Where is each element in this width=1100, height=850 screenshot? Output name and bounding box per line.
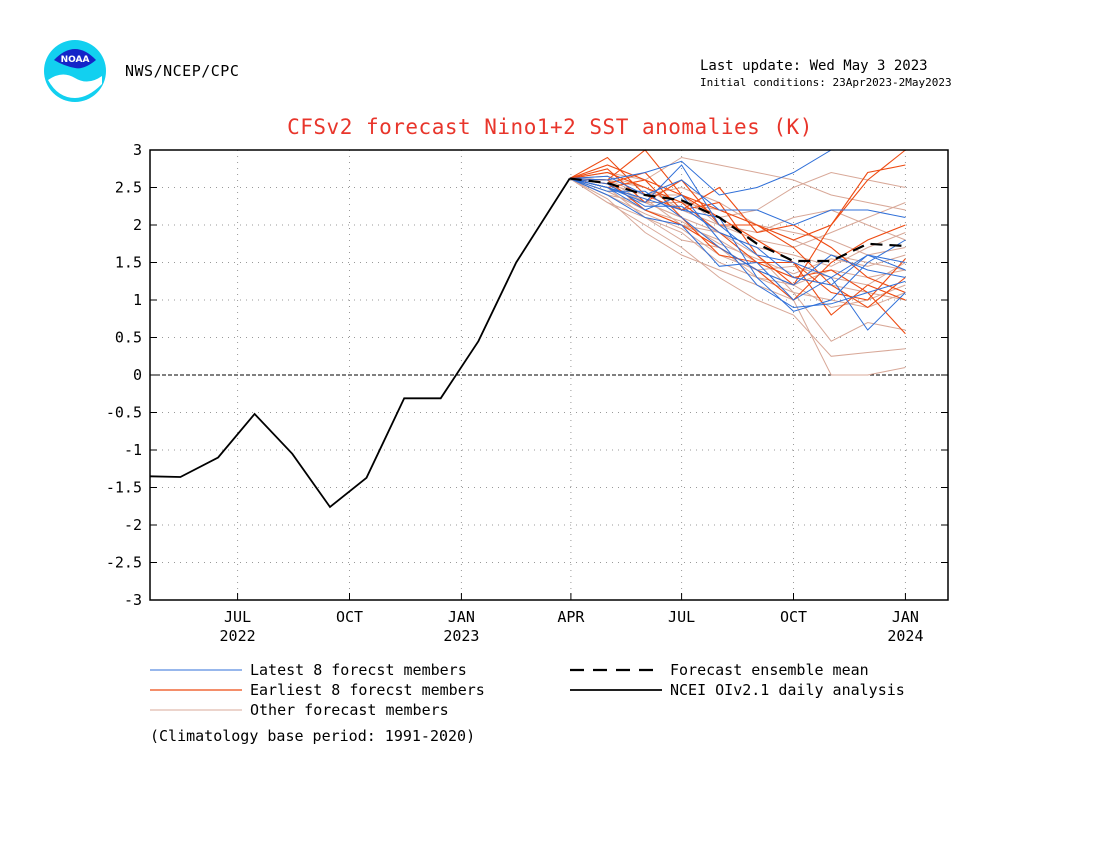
- org-label: NWS/NCEP/CPC: [125, 62, 240, 80]
- earliest-member-line: [569, 149, 906, 286]
- y-tick-label: 1: [133, 291, 142, 309]
- y-tick-label: -2: [124, 516, 142, 534]
- observed-series: [149, 178, 571, 509]
- latest-member-line: [569, 178, 906, 286]
- x-tick-month: JAN: [448, 608, 475, 626]
- y-tick-label: 1.5: [115, 254, 142, 272]
- y-tick-label: 0.5: [115, 329, 142, 347]
- y-tick-label: 2: [133, 216, 142, 234]
- latest-member-line: [569, 178, 906, 331]
- x-tick-month: JUL: [668, 608, 695, 626]
- x-tick-month: JAN: [892, 608, 919, 626]
- initial-conditions: Initial conditions: 23Apr2023-2May2023: [700, 76, 952, 89]
- other-member-line: [569, 178, 906, 357]
- observed-line: [149, 178, 571, 509]
- legend-label-mean: Forecast ensemble mean: [670, 661, 869, 679]
- latest-member-line: [569, 149, 906, 196]
- latest-member-line: [569, 175, 906, 226]
- latest-member-line: [569, 178, 906, 286]
- earliest-member-line: [569, 171, 906, 335]
- x-tick-month: OCT: [780, 608, 807, 626]
- earliest-member-line: [569, 164, 906, 241]
- x-tick-year: 2024: [887, 627, 923, 645]
- x-tick-month: APR: [557, 608, 585, 626]
- y-tick-label: -1: [124, 441, 142, 459]
- y-tick-label: 3: [133, 141, 142, 159]
- legend-label-other: Other forecast members: [250, 701, 449, 719]
- logo-text: NOAA: [61, 55, 90, 65]
- x-tick-year: 2022: [220, 627, 256, 645]
- climatology-note: (Climatology base period: 1991-2020): [150, 727, 476, 745]
- y-tick-label: 0: [133, 366, 142, 384]
- last-update: Last update: Wed May 3 2023: [700, 58, 928, 74]
- ensemble-mean-series: [569, 177, 906, 263]
- legend-label-latest: Latest 8 forecst members: [250, 661, 467, 679]
- latest-member-line: [569, 178, 906, 309]
- y-tick-label: -1.5: [106, 479, 142, 497]
- x-tick-month: JUL: [224, 608, 251, 626]
- x-tick-month: OCT: [336, 608, 363, 626]
- latest-member-line: [569, 178, 906, 312]
- y-tick-label: -3: [124, 591, 142, 609]
- legend-label-observed: NCEI OIv2.1 daily analysis: [670, 681, 905, 699]
- y-tick-label: -0.5: [106, 404, 142, 422]
- noaa-logo: NOAA: [44, 40, 106, 102]
- legend-label-earliest: Earliest 8 forecst members: [250, 681, 485, 699]
- y-tick-label: -2.5: [106, 554, 142, 572]
- grid: [150, 150, 948, 600]
- y-tick-label: 2.5: [115, 179, 142, 197]
- chart-title: CFSv2 forecast Nino1+2 SST anomalies (K): [287, 115, 813, 139]
- other-member-line: [569, 178, 906, 376]
- y-axis: 3 2.5 2 1.5 1 0.5 0 -0.5 -1 -1.5 -2 -2.5 -3: [106, 141, 948, 609]
- latest-member-line: [569, 164, 906, 279]
- latest-members: [569, 149, 906, 331]
- x-tick-year: 2023: [443, 627, 479, 645]
- legend: Latest 8 forecst members Earliest 8 forec…: [150, 661, 905, 719]
- ensemble-mean-line: [569, 177, 906, 263]
